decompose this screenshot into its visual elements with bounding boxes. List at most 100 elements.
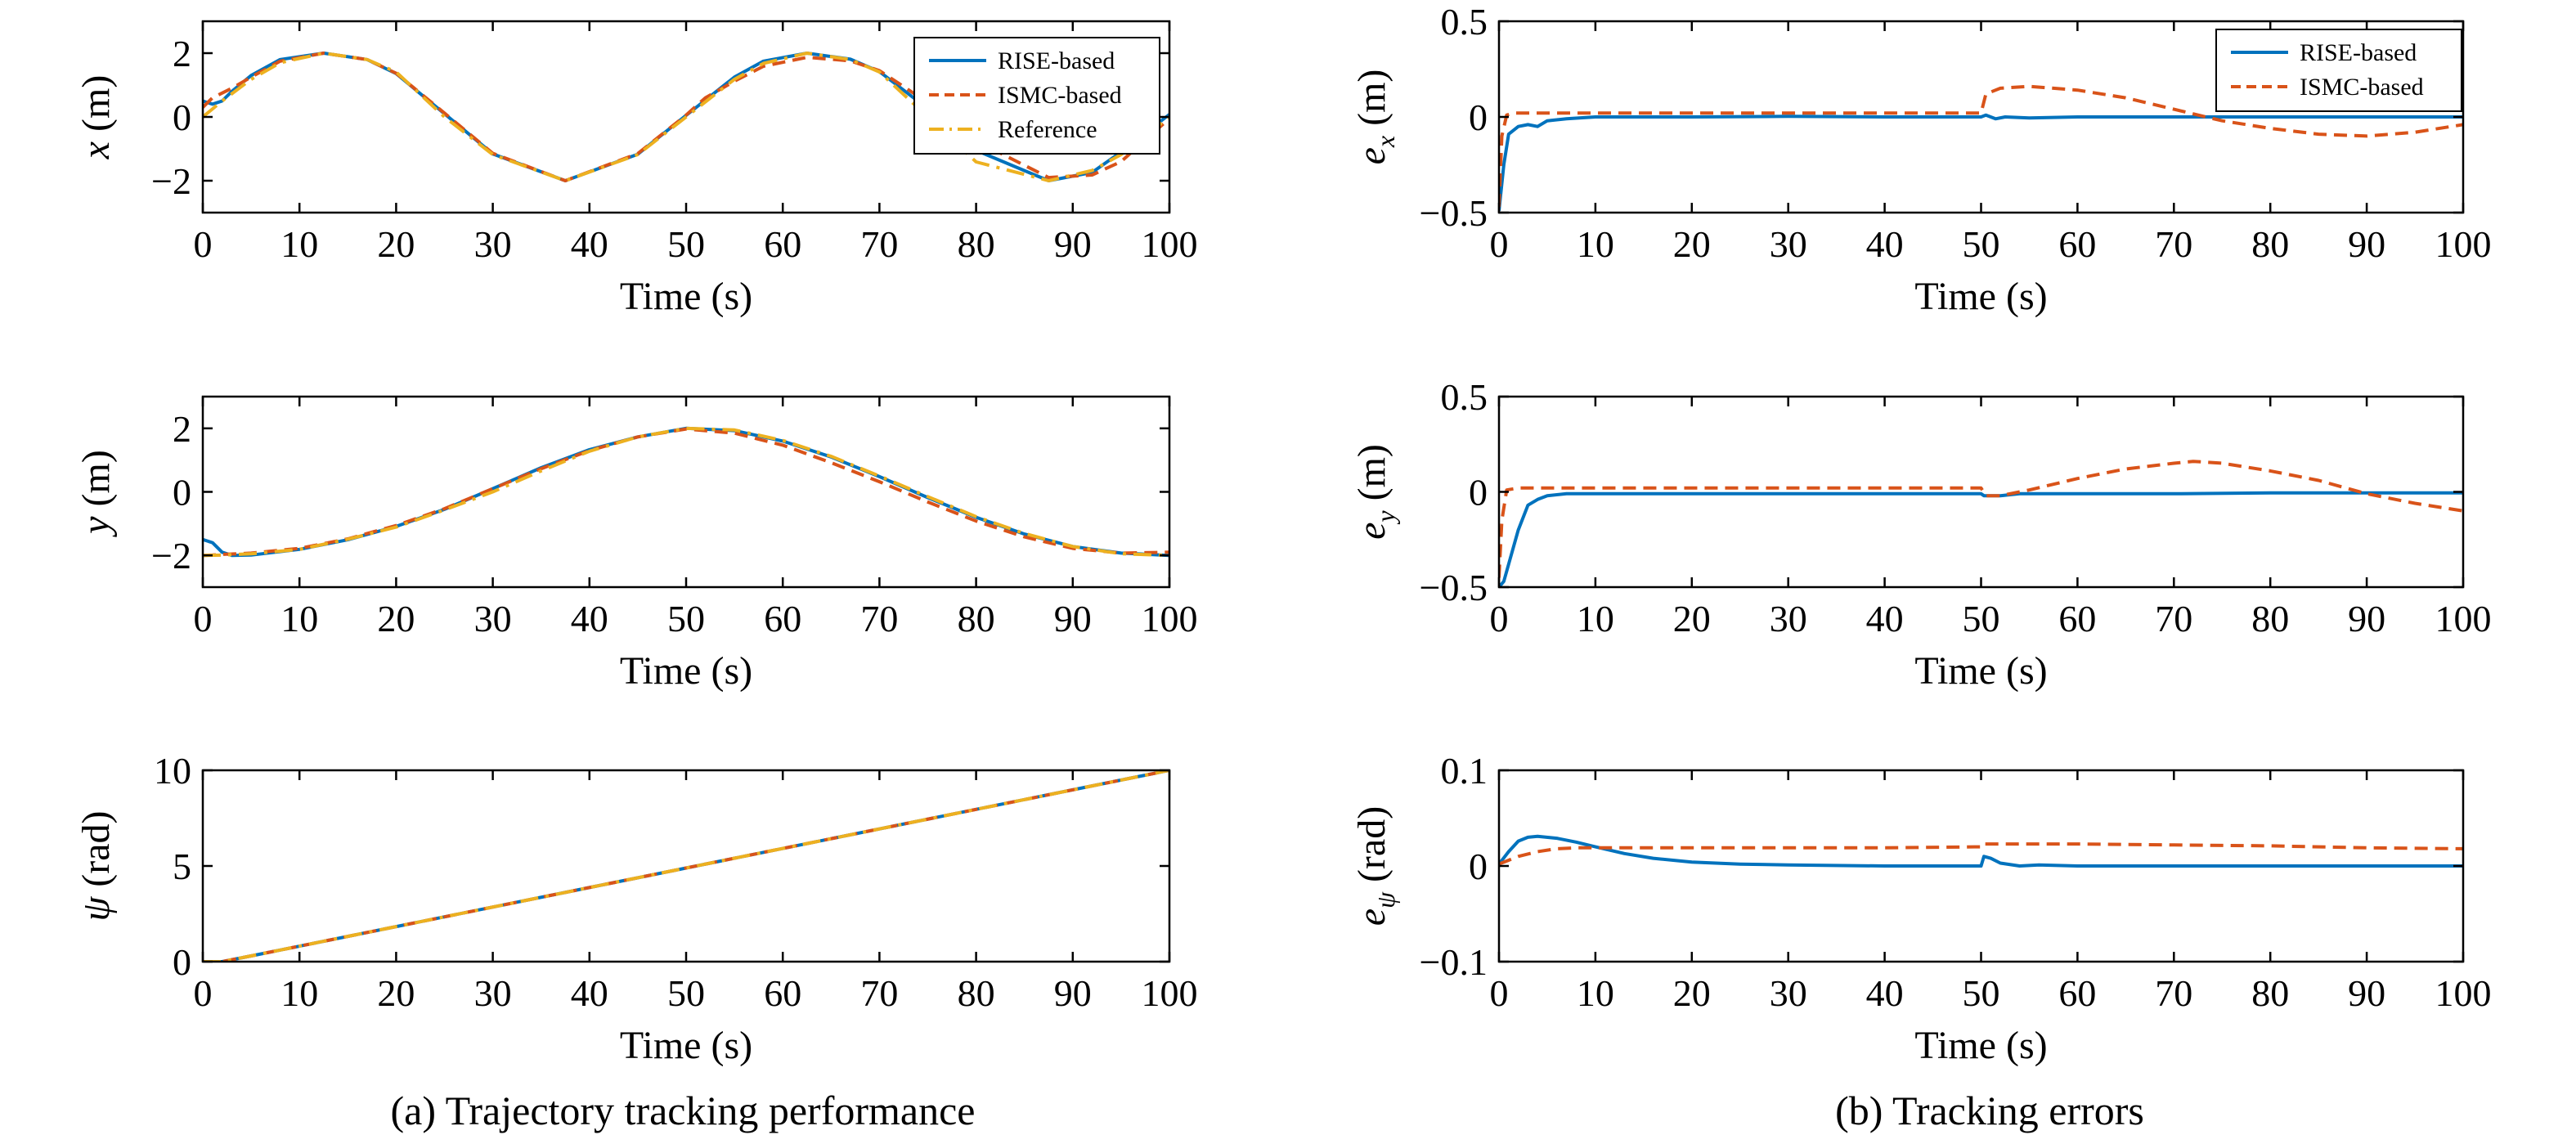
x-axis-label: Time (s) [1914,649,2047,693]
x-tick-label: 100 [1142,972,1198,1014]
x-tick-label: 60 [764,598,801,639]
y-tick-label: 5 [173,846,191,887]
x-tick-label: 70 [860,972,898,1014]
plot-area [203,426,1169,558]
x-tick-label: 10 [1577,598,1614,639]
x-tick-label: 70 [2155,972,2192,1014]
x-axis-label: Time (s) [620,1024,752,1067]
series-line-ismc-based [1499,84,2463,208]
x-tick-label: 50 [667,598,705,639]
series-line-rise-based [1499,491,2463,587]
x-tick-label: 50 [667,972,705,1014]
y-tick-label: 2 [173,33,191,74]
x-tick-label: 90 [1054,598,1092,639]
legend-entry-label: RISE-based [2300,39,2417,66]
x-tick-label: 90 [1054,972,1092,1014]
y-tick-label: 10 [154,750,191,792]
y-tick-label: −0.5 [1420,567,1488,608]
x-axis-label: Time (s) [620,275,752,318]
y-axis-label: y (m) [74,450,118,538]
y-axis-label: x (m) [74,75,118,160]
x-tick-label: 0 [1490,598,1509,639]
plot-area [1499,834,2463,868]
legend: RISE-based ISMC-based [2215,29,2462,112]
x-tick-label: 50 [667,223,705,265]
x-tick-label: 70 [2155,598,2192,639]
x-tick-label: 10 [280,598,318,639]
y-tick-label: 0.5 [1441,1,1488,43]
x-tick-label: 90 [2348,972,2385,1014]
x-tick-label: 70 [860,223,898,265]
x-tick-label: 30 [1770,223,1807,265]
y-axis-label: ψ (rad) [74,810,118,921]
series-line-rise-based [1499,113,2463,211]
chart-psi: 0 10 20 30 40 50 60 70 80 90 100 0 5 10 Time (s) ψ (rad… [74,750,1198,1067]
y-tick-label: 0 [173,472,191,514]
legend-entry-label: ISMC-based [2300,74,2424,101]
x-tick-label: 0 [194,223,213,265]
x-tick-label: 80 [2251,972,2289,1014]
x-tick-label: 30 [1770,972,1807,1014]
y-tick-label: 2 [173,408,191,450]
y-tick-label: 0.5 [1441,376,1488,418]
x-tick-label: 30 [474,223,512,265]
x-axis-label: Time (s) [1914,275,2047,318]
x-tick-label: 20 [1673,598,1711,639]
y-tick-label: −2 [151,160,191,202]
x-tick-label: 50 [1963,598,2000,639]
legend: RISE-based ISMC-based Reference [913,37,1160,155]
caption-right: (b) Tracking errors [1835,1088,2144,1133]
x-tick-label: 100 [1142,223,1198,265]
x-tick-label: 50 [1963,972,2000,1014]
x-tick-label: 40 [1866,972,1904,1014]
x-tick-label: 90 [1054,223,1092,265]
plot-area [1499,84,2463,211]
x-tick-label: 40 [571,598,608,639]
y-tick-label: 0 [173,941,191,983]
y-tick-label: −0.5 [1420,192,1488,234]
series-line-reference [203,426,1169,558]
legend-entry-label: ISMC-based [998,82,1122,109]
legend-box [2215,29,2462,112]
series-line-ismc-based [203,427,1169,558]
x-tick-label: 90 [2348,223,2385,265]
x-tick-label: 20 [377,223,415,265]
x-tick-label: 20 [1673,223,1711,265]
y-axis-label: ey (m) [1350,444,1400,540]
x-tick-label: 70 [860,598,898,639]
x-tick-label: 0 [1490,972,1509,1014]
y-tick-label: 0 [173,96,191,138]
x-tick-label: 100 [1142,598,1198,639]
y-tick-label: −2 [151,535,191,576]
legend-entry-label: RISE-based [998,47,1115,74]
x-tick-label: 100 [2435,972,2492,1014]
x-axis-label: Time (s) [1914,1024,2047,1067]
y-axis-label: ex (m) [1350,70,1400,165]
series-line-ismc-based [203,52,1169,182]
x-tick-label: 40 [1866,598,1904,639]
x-tick-label: 20 [377,972,415,1014]
legend-box [913,37,1160,155]
series-line-ismc-based [1499,460,2463,578]
x-tick-label: 30 [1770,598,1807,639]
x-axis-label: Time (s) [620,649,752,693]
x-tick-label: 90 [2348,598,2385,639]
plot-area [1499,460,2463,587]
x-tick-label: 40 [571,972,608,1014]
legend-entry-label: Reference [998,116,1097,143]
caption-left: (a) Trajectory tracking performance [391,1088,976,1133]
x-tick-label: 60 [2058,598,2096,639]
x-tick-label: 0 [194,972,213,1014]
x-tick-label: 80 [2251,223,2289,265]
axes-frame [201,395,1171,589]
x-tick-label: 60 [2058,223,2096,265]
y-tick-label: 0 [1469,472,1488,514]
x-tick-label: 20 [1673,972,1711,1014]
y-tick-label: −0.1 [1420,941,1488,983]
y-tick-label: 0 [1469,846,1488,887]
x-tick-label: 10 [1577,972,1614,1014]
